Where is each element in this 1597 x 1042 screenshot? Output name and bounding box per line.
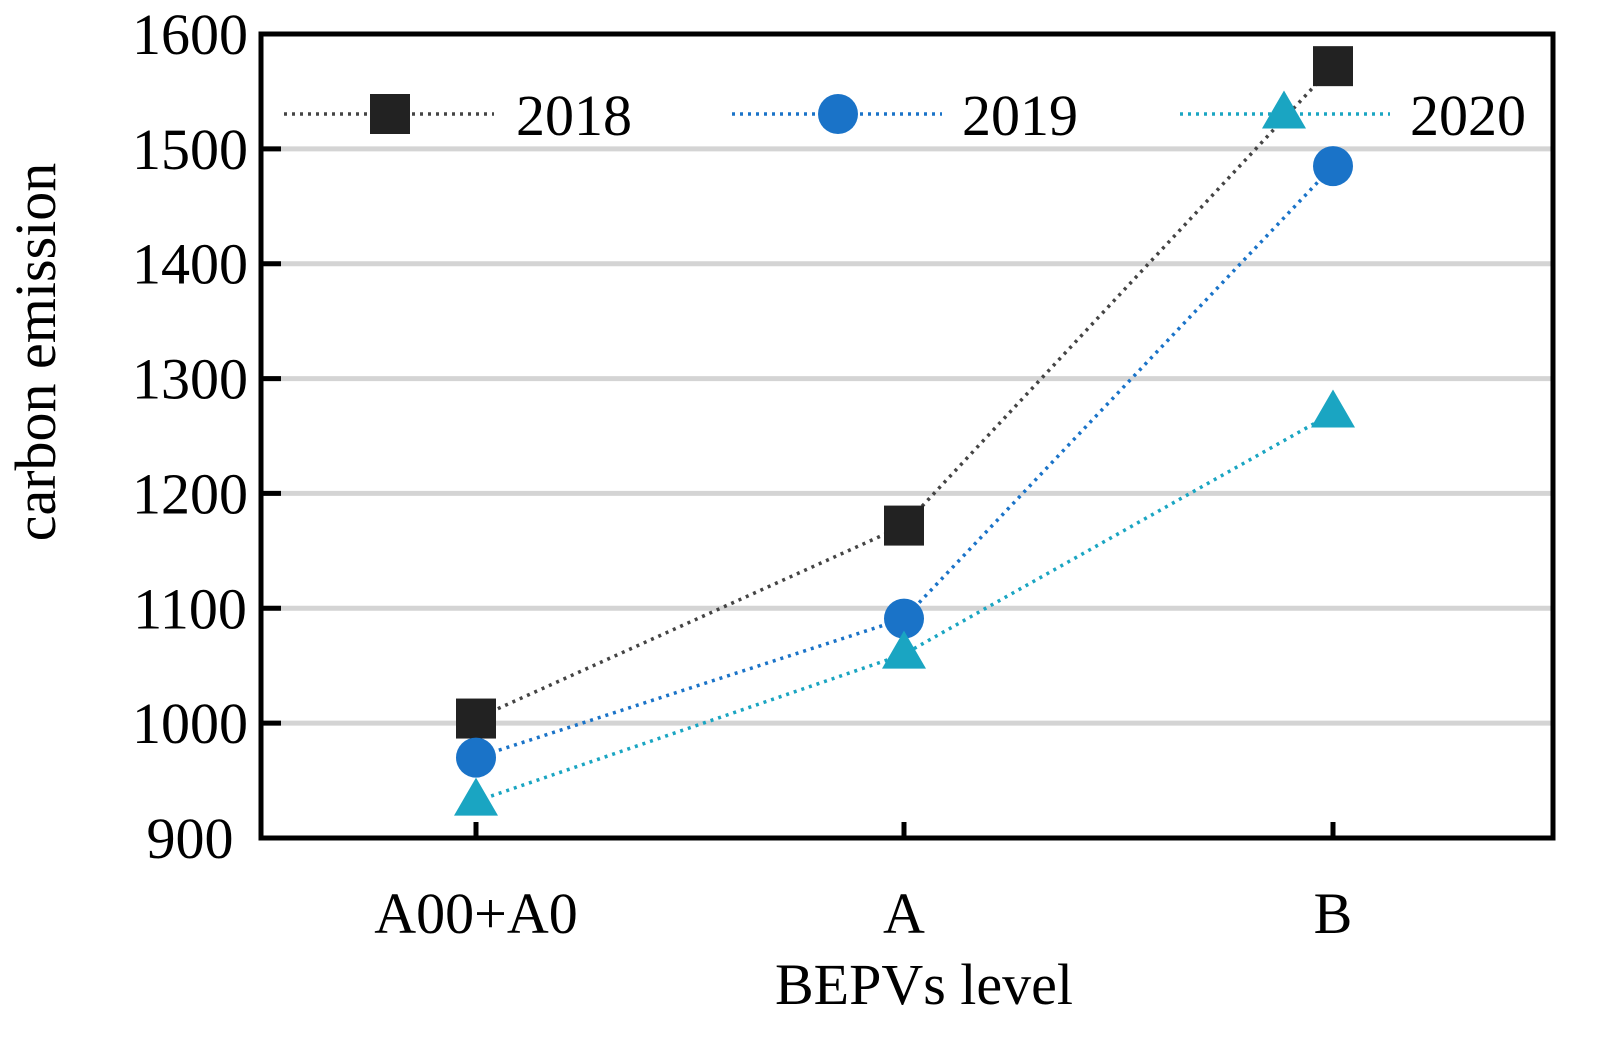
x-tick-label: A [883,881,925,946]
y-tick-label: 900 [147,806,234,871]
x-tick-label: B [1314,881,1353,946]
data-point-2019 [456,737,496,778]
legend-marker [1262,90,1306,129]
series-group [454,46,1355,816]
data-point-2018 [884,505,924,546]
data-point-2019 [1313,146,1353,187]
data-point-2020 [882,630,926,669]
x-tick-label: A00+A0 [374,881,577,946]
y-tick-label: 1500 [132,117,248,182]
series-line-2018 [475,64,1335,721]
legend-label: 2020 [1410,83,1526,148]
legend: 2018 2019 2020 [284,83,1526,148]
legend-marker [370,94,410,134]
data-point-2018 [456,698,496,739]
gridlines [261,146,1553,726]
y-tick-label: 1600 [132,2,248,67]
legend-label: 2018 [516,83,632,148]
plot-frame [258,31,1556,841]
y-tick-label: 1200 [132,461,248,526]
x-axis-title: BEPVs level [775,952,1073,1017]
axis-ticks: 900 1000 1100 1200 1300 1400 1500 1600 A00+A0 A B [132,2,1352,946]
series-line-2019 [475,164,1335,760]
y-axis-title: carbon emission [3,163,68,542]
data-point-2019 [884,598,924,639]
legend-label: 2019 [962,83,1078,148]
data-point-2018 [1313,46,1353,87]
y-tick-label: 1000 [132,691,248,756]
y-tick-label: 1300 [132,347,248,412]
legend-marker [818,94,858,134]
y-tick-label: 1100 [133,576,247,641]
data-point-2020 [1311,389,1355,428]
data-point-2020 [454,777,498,816]
y-tick-label: 1400 [132,232,248,297]
